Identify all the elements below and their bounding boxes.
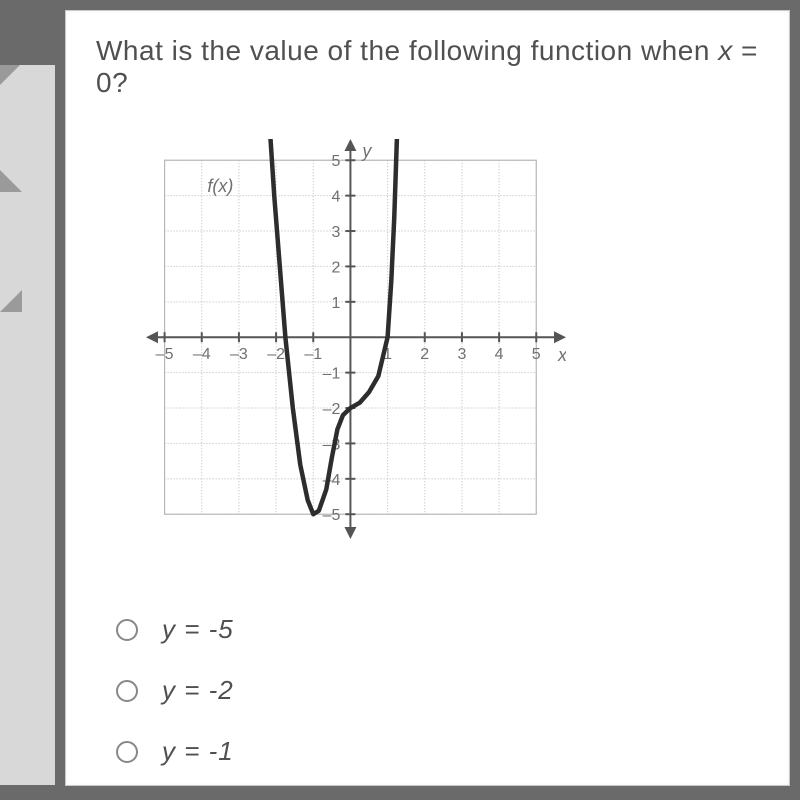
- question-prefix: What is the value of the following funct…: [96, 35, 718, 66]
- function-graph: –5–4–3–2–11234512345–1–2–3–4–5xyf(x): [146, 139, 566, 544]
- radio-button-icon[interactable]: [116, 680, 138, 702]
- radio-button-icon[interactable]: [116, 619, 138, 641]
- question-card: What is the value of the following funct…: [65, 10, 790, 786]
- svg-text:f(x): f(x): [207, 176, 233, 196]
- svg-text:1: 1: [332, 295, 341, 312]
- question-text: What is the value of the following funct…: [96, 35, 759, 99]
- svg-text:5: 5: [532, 346, 541, 363]
- svg-text:4: 4: [495, 346, 504, 363]
- answer-option[interactable]: y = -2: [116, 675, 759, 706]
- decorative-corner: [0, 170, 22, 192]
- svg-text:5: 5: [332, 153, 341, 170]
- svg-text:–3: –3: [230, 346, 248, 363]
- svg-text:–5: –5: [156, 346, 174, 363]
- svg-text:–4: –4: [193, 346, 211, 363]
- option-label: y = -1: [162, 736, 234, 767]
- svg-text:–1: –1: [304, 346, 322, 363]
- question-var: x: [718, 35, 733, 66]
- decorative-corner: [0, 290, 22, 312]
- option-label: y = -2: [162, 675, 234, 706]
- svg-text:–5: –5: [323, 507, 341, 524]
- svg-text:x: x: [557, 345, 566, 365]
- svg-text:2: 2: [332, 259, 341, 276]
- svg-text:–1: –1: [323, 366, 341, 383]
- answer-option[interactable]: y = -1: [116, 736, 759, 767]
- answer-option[interactable]: y = -5: [116, 614, 759, 645]
- svg-text:–2: –2: [323, 401, 341, 418]
- svg-text:3: 3: [457, 346, 466, 363]
- option-label: y = -5: [162, 614, 234, 645]
- answer-options: y = -5 y = -2 y = -1: [116, 614, 759, 767]
- chart-svg: –5–4–3–2–11234512345–1–2–3–4–5xyf(x): [146, 139, 566, 539]
- svg-text:4: 4: [332, 189, 341, 206]
- svg-text:y: y: [360, 141, 372, 161]
- svg-text:–2: –2: [267, 346, 285, 363]
- decorative-corner: [0, 65, 20, 85]
- svg-text:3: 3: [332, 224, 341, 241]
- svg-text:2: 2: [420, 346, 429, 363]
- radio-button-icon[interactable]: [116, 741, 138, 763]
